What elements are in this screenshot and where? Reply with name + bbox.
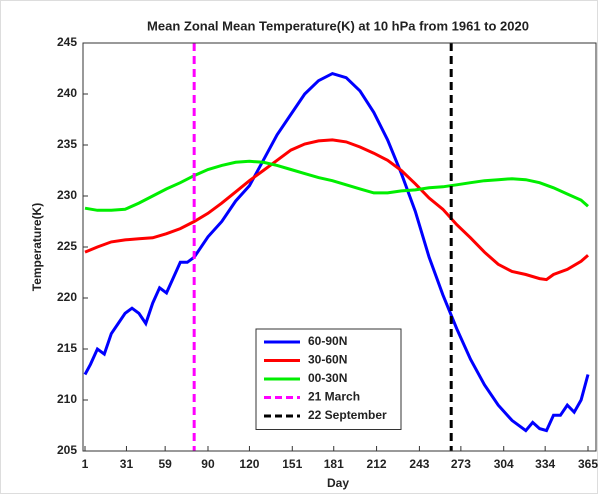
y-tick-label: 225 <box>57 239 77 253</box>
series-line <box>83 71 590 433</box>
x-tick-label: 365 <box>578 457 598 471</box>
x-tick-label: 90 <box>201 457 215 471</box>
plot-area <box>83 43 590 451</box>
x-tick-label: 1 <box>82 457 89 471</box>
x-tick-label: 304 <box>494 457 514 471</box>
x-tick-label: 120 <box>239 457 259 471</box>
y-tick-label: 245 <box>57 35 77 49</box>
x-tick-label: 273 <box>451 457 471 471</box>
legend-label: 60-90N <box>308 334 347 348</box>
legend-label: 00-30N <box>308 371 347 385</box>
x-tick-label: 181 <box>324 457 344 471</box>
x-axis-label: Day <box>327 476 349 490</box>
legend-label: 22 September <box>308 408 387 422</box>
y-tick-label: 235 <box>57 137 77 151</box>
series-line <box>84 159 589 212</box>
y-tick-label: 240 <box>57 86 77 100</box>
x-tick-label: 243 <box>409 457 429 471</box>
y-tick-label: 215 <box>57 341 77 355</box>
legend-label: 21 March <box>308 390 360 404</box>
y-axis-label: Temperature(K) <box>30 203 44 291</box>
series-line <box>84 138 589 282</box>
y-tick-label: 210 <box>57 392 77 406</box>
x-tick-label: 212 <box>367 457 387 471</box>
x-tick-label: 151 <box>282 457 302 471</box>
x-tick-label: 59 <box>158 457 172 471</box>
y-tick-label: 230 <box>57 188 77 202</box>
y-tick-label: 205 <box>57 443 77 457</box>
chart-title: Mean Zonal Mean Temperature(K) at 10 hPa… <box>147 18 529 33</box>
plot-frame <box>82 42 597 452</box>
y-tick-label: 220 <box>57 290 77 304</box>
legend-label: 30-60N <box>308 353 347 367</box>
x-tick-label: 31 <box>120 457 134 471</box>
x-tick-label: 334 <box>535 457 555 471</box>
